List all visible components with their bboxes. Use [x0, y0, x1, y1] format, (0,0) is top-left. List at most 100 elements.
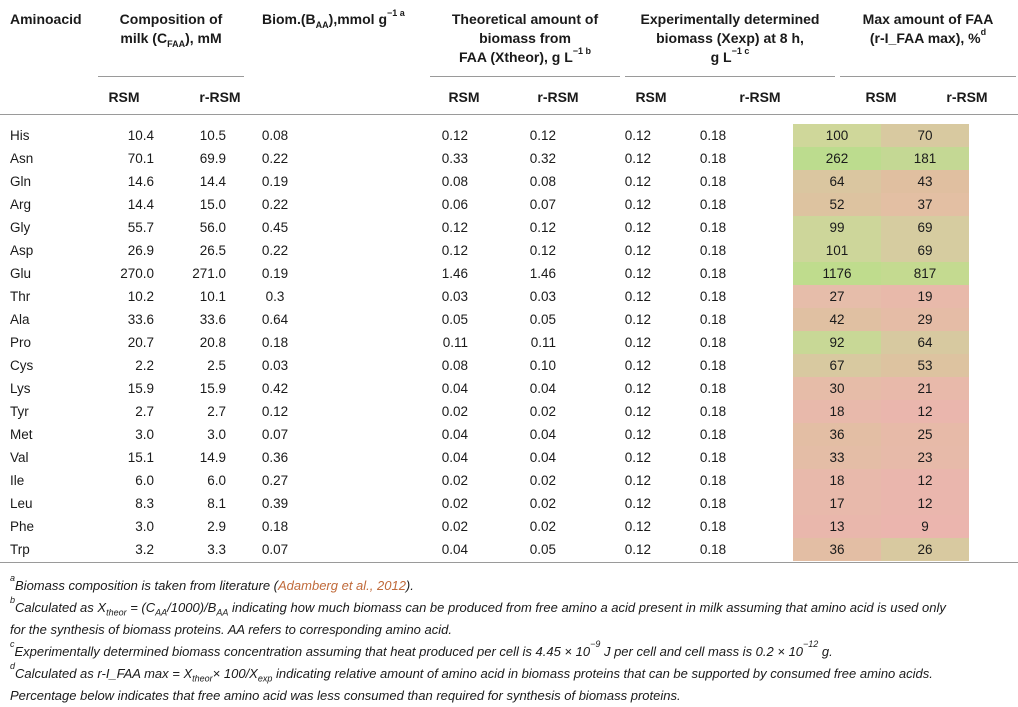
cell-ex1: 0.12: [624, 335, 651, 350]
cell-rrsm: 15.0: [199, 197, 226, 212]
cell-m1: 30: [793, 377, 881, 400]
cell-ex2: 0.18: [699, 243, 727, 258]
cell-m2: 12: [881, 469, 969, 492]
rule-experimental: [625, 76, 835, 77]
cell-aa: Trp: [10, 542, 30, 557]
cell-ex1: 0.12: [624, 174, 651, 189]
cell-ex1: 0.12: [624, 358, 651, 373]
table-row: Val 15.1 14.9 0.36 0.04 0.04 0.12 0.18 33 23: [0, 446, 969, 469]
cell-th2: 0.11: [530, 335, 556, 350]
cell-th1: 0.12: [441, 243, 468, 258]
cell-ex2: 0.18: [699, 427, 727, 442]
cell-spacer: [775, 354, 793, 377]
cell-th2: 0.32: [529, 151, 556, 166]
cell-th2: 0.04: [529, 381, 556, 396]
cell-th2: 0.02: [529, 473, 556, 488]
cell-rrsm: 10.5: [199, 128, 226, 143]
cell-th1: 0.04: [441, 427, 468, 442]
cell-rsm: 3.2: [135, 542, 154, 557]
cell-th2: 0.12: [529, 128, 556, 143]
cell-m1: 27: [793, 285, 881, 308]
cell-m2: 21: [881, 377, 969, 400]
cell-th2: 0.04: [529, 427, 556, 442]
cell-aa: Val: [10, 450, 29, 465]
cell-spacer: [775, 308, 793, 331]
subheader-theo-rrsm: r-RSM: [537, 89, 579, 105]
cell-rrsm: 8.1: [207, 496, 226, 511]
cell-th1: 0.02: [441, 496, 468, 511]
cell-m2: 9: [881, 515, 969, 538]
header-biomass: Biom.(BAA),mmol g−1 a: [262, 8, 405, 30]
cell-m2: 37: [881, 193, 969, 216]
cell-rrsm: 15.9: [199, 381, 226, 396]
cell-biom: 0.12: [261, 404, 289, 419]
cell-biom: 0.36: [261, 450, 289, 465]
citation-link[interactable]: Adamberg et al., 2012: [278, 578, 406, 593]
cell-m2: 23: [881, 446, 969, 469]
cell-spacer: [775, 400, 793, 423]
cell-rrsm: 14.4: [199, 174, 226, 189]
cell-ex1: 0.12: [624, 220, 651, 235]
table-row: Ala 33.6 33.6 0.64 0.05 0.05 0.12 0.18 42 29: [0, 308, 969, 331]
rule-table-bottom: [0, 562, 1018, 563]
table-row: Gln 14.6 14.4 0.19 0.08 0.08 0.12 0.18 64 43: [0, 170, 969, 193]
cell-th1: 0.04: [441, 542, 468, 557]
cell-m1: 13: [793, 515, 881, 538]
cell-ex2: 0.18: [699, 381, 727, 396]
cell-biom: 0.22: [261, 197, 289, 212]
table-row: Asp 26.9 26.5 0.22 0.12 0.12 0.12 0.18 101 69: [0, 239, 969, 262]
cell-biom: 0.22: [261, 243, 289, 258]
header-theoretical: Theoretical amount of biomass from FAA (…: [451, 11, 599, 65]
cell-rsm: 14.6: [127, 174, 154, 189]
cell-th1: 0.12: [441, 128, 468, 143]
cell-m2: 19: [881, 285, 969, 308]
cell-rrsm: 6.0: [207, 473, 226, 488]
footnote-b: bCalculated as Xtheor = (CAA/1000)/BAA i…: [10, 595, 946, 638]
cell-aa: Ala: [10, 312, 30, 327]
cell-m1: 36: [793, 538, 881, 561]
cell-th1: 0.02: [441, 519, 468, 534]
cell-ex2: 0.18: [699, 312, 727, 327]
cell-th2: 0.12: [529, 243, 556, 258]
data-table: His 10.4 10.5 0.08 0.12 0.12 0.12 0.18 100 70 Asn 7…: [0, 124, 969, 561]
cell-th1: 0.08: [441, 174, 468, 189]
cell-biom: 0.07: [261, 427, 289, 442]
cell-rrsm: 2.7: [207, 404, 226, 419]
header-aminoacid: Aminoacid: [10, 11, 82, 27]
cell-aa: Tyr: [10, 404, 29, 419]
cell-th2: 0.02: [529, 519, 556, 534]
cell-m1: 92: [793, 331, 881, 354]
header-experimental: Experimentally determined biomass (Xexp)…: [640, 11, 820, 65]
cell-rrsm: 3.0: [207, 427, 226, 442]
subheader-exp-rsm: RSM: [635, 89, 667, 105]
cell-th2: 0.10: [529, 358, 556, 373]
cell-rsm: 3.0: [135, 427, 154, 442]
cell-th1: 0.06: [441, 197, 468, 212]
cell-rsm: 14.4: [127, 197, 154, 212]
cell-aa: Cys: [10, 358, 34, 373]
cell-th1: 0.02: [441, 473, 468, 488]
cell-spacer: [775, 331, 793, 354]
cell-biom: 0.3: [265, 289, 285, 304]
cell-spacer: [775, 147, 793, 170]
table-row: Lys 15.9 15.9 0.42 0.04 0.04 0.12 0.18 30 21: [0, 377, 969, 400]
subheader-milk-rrsm: r-RSM: [199, 89, 241, 105]
cell-spacer: [775, 239, 793, 262]
cell-th1: 1.46: [441, 266, 468, 281]
cell-th2: 0.04: [529, 450, 556, 465]
table-row: Pro 20.7 20.8 0.18 0.11 0.11 0.12 0.18 92 64: [0, 331, 969, 354]
table-row: Met 3.0 3.0 0.07 0.04 0.04 0.12 0.18 36 25: [0, 423, 969, 446]
cell-ex2: 0.18: [699, 450, 727, 465]
table-row: Asn 70.1 69.9 0.22 0.33 0.32 0.12 0.18 262 181: [0, 147, 969, 170]
cell-ex2: 0.18: [699, 289, 727, 304]
cell-th2: 0.08: [529, 174, 556, 189]
cell-rsm: 2.7: [135, 404, 154, 419]
cell-ex2: 0.18: [699, 174, 727, 189]
cell-rsm: 8.3: [135, 496, 154, 511]
cell-m1: 262: [793, 147, 881, 170]
cell-rrsm: 20.8: [199, 335, 226, 350]
cell-rrsm: 2.9: [207, 519, 226, 534]
cell-spacer: [775, 285, 793, 308]
cell-th2: 0.02: [529, 404, 556, 419]
cell-spacer: [775, 446, 793, 469]
